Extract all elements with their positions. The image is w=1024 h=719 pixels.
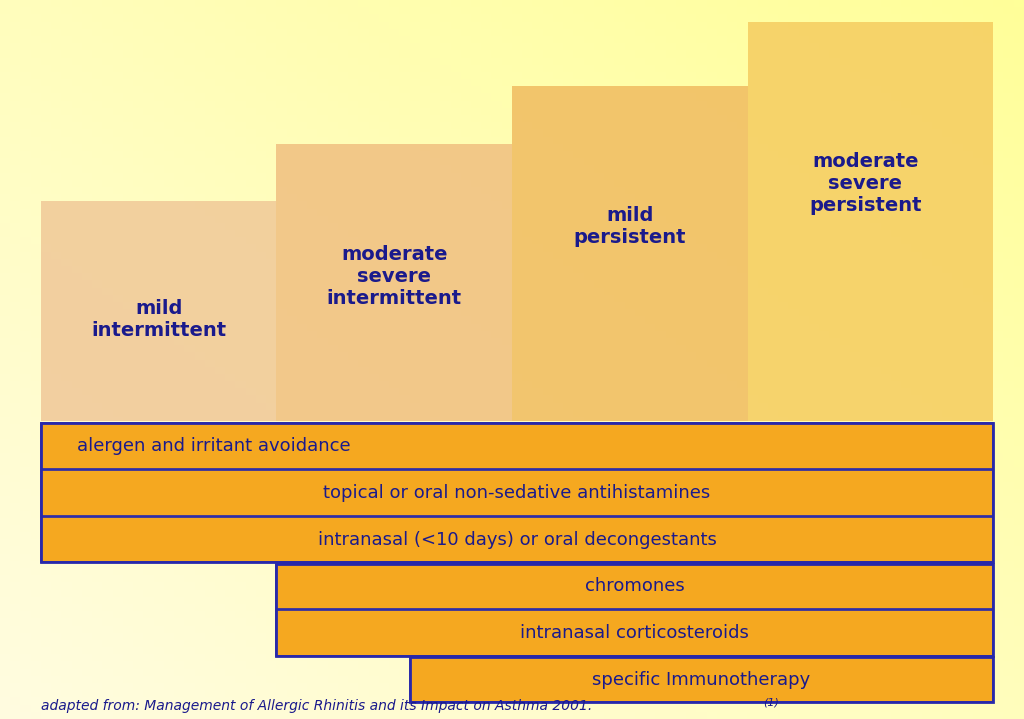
Bar [410, 657, 993, 702]
Text: alergen and irritant avoidance: alergen and irritant avoidance [77, 437, 350, 455]
Text: moderate
severe
persistent: moderate severe persistent [809, 152, 922, 215]
Text: (1): (1) [763, 697, 779, 707]
Bar [410, 657, 993, 702]
Bar [41, 423, 993, 469]
Text: mild
intermittent: mild intermittent [91, 299, 226, 341]
Bar [276, 144, 512, 421]
Bar [748, 22, 993, 421]
Text: moderate
severe
intermittent: moderate severe intermittent [327, 245, 462, 308]
Text: intranasal corticosteroids: intranasal corticosteroids [520, 624, 750, 642]
Bar [41, 423, 993, 562]
Text: intranasal (<10 days) or oral decongestants: intranasal (<10 days) or oral decongesta… [317, 531, 717, 549]
Bar [41, 517, 993, 562]
Bar [276, 610, 993, 656]
Bar [41, 201, 276, 421]
Bar [276, 564, 993, 656]
Text: specific Immunotherapy: specific Immunotherapy [592, 671, 811, 689]
Text: topical or oral non-sedative antihistamines: topical or oral non-sedative antihistami… [324, 484, 711, 502]
Bar [41, 470, 993, 516]
Text: adapted from: Management of Allergic Rhinitis and its Impact on Asthma 2001.: adapted from: Management of Allergic Rhi… [41, 700, 592, 713]
Text: mild
persistent: mild persistent [573, 206, 686, 247]
Bar [512, 86, 748, 421]
Text: chromones: chromones [585, 577, 685, 595]
Bar [276, 564, 993, 609]
